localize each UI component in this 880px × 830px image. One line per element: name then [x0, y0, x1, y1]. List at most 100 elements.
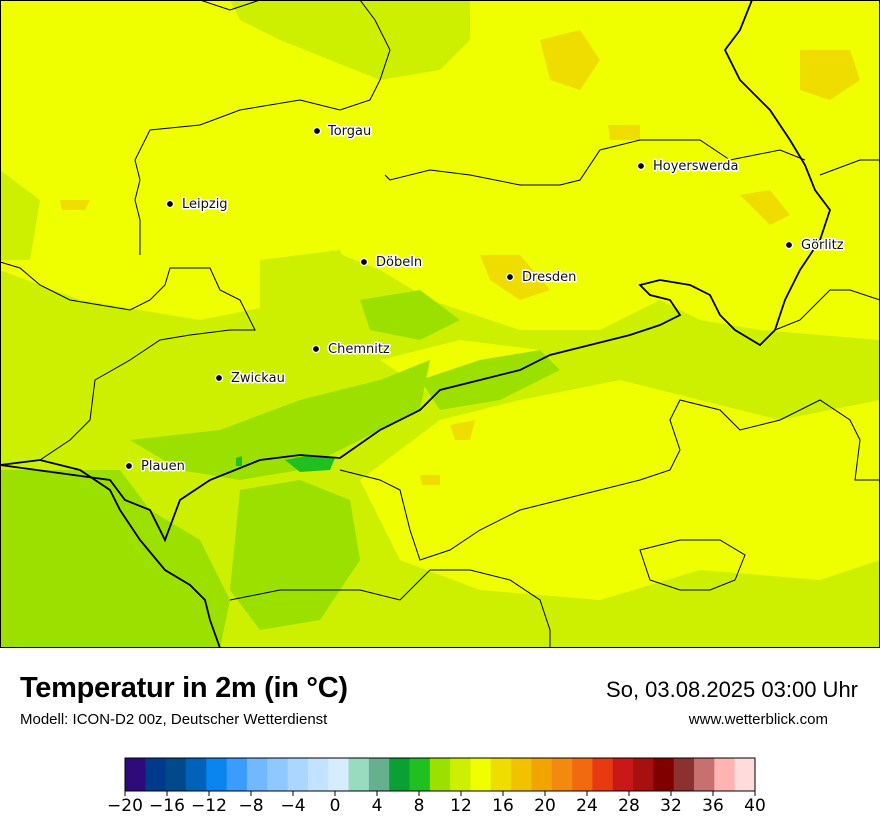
city-marker: [359, 257, 369, 267]
city-doebeln: Döbeln: [359, 254, 424, 272]
legend-tick-label: −4: [280, 796, 305, 816]
national-border-czech: [0, 279, 776, 543]
legend-tick-label: 12: [450, 796, 472, 816]
legend-swatch: [551, 758, 573, 791]
national-border-bavaria: [0, 459, 221, 648]
region-border-east-edge: [819, 159, 880, 176]
legend-swatch: [694, 758, 715, 791]
temperature-zone-warm: [60, 30, 860, 485]
legend-swatch: [531, 758, 553, 791]
info-panel: Temperatur in 2m (in °C) Modell: ICON-D2…: [0, 648, 880, 830]
legend-swatch: [490, 758, 512, 791]
city-label: Torgau: [327, 124, 371, 139]
city-label: Leipzig: [182, 197, 228, 212]
legend-swatch: [572, 758, 593, 791]
legend-tick-label: 4: [372, 796, 383, 816]
temperature-zone-dark-green: [236, 455, 335, 472]
color-legend-canvas: −20 −16 −12 −8 −4 0 4 8 12 16 20 24 28 32 36 40: [107, 757, 766, 816]
legend-tick-label: 16: [492, 796, 514, 816]
city-label: Zwickau: [231, 371, 285, 386]
map-title: Temperatur in 2m (in °C): [20, 672, 348, 704]
city-dresden: Dresden: [505, 269, 578, 287]
website-link[interactable]: www.wetterblick.com: [688, 711, 828, 728]
legend-swatch: [368, 758, 390, 791]
state-border-brandenburg: [134, 0, 391, 255]
borders: [0, 0, 880, 648]
region-border-east-loop: [639, 539, 746, 591]
legend-swatch: [612, 758, 634, 791]
legend-tick-label: −8: [238, 796, 263, 816]
legend-swatch: [450, 758, 471, 791]
legend-swatch: [714, 758, 736, 791]
legend-swatch: [206, 758, 228, 791]
city-torgau: Torgau: [312, 123, 373, 141]
legend-swatch: [511, 758, 532, 791]
legend-frame: [124, 757, 756, 792]
legend-tick-label: 20: [534, 796, 556, 816]
city-zwickau: Zwickau: [214, 370, 286, 388]
legend-tick-label: 32: [660, 796, 682, 816]
city-label: Döbeln: [376, 255, 422, 270]
city-marker: [165, 199, 175, 209]
legend-swatch: [734, 758, 756, 791]
region-border-bohemia-south: [229, 569, 551, 648]
legend-swatch: [633, 758, 654, 791]
legend-tick-label: −16: [149, 796, 185, 816]
city-label: Dresden: [522, 270, 576, 285]
legend-tick-label: 28: [618, 796, 640, 816]
forecast-datetime: So, 03.08.2025 03:00 Uhr: [606, 677, 858, 702]
city-marker: [505, 272, 515, 282]
legend-tick-label: 0: [330, 796, 341, 816]
legend-swatch: [389, 758, 411, 791]
national-border-poland: [723, 0, 832, 331]
legend-swatch: [307, 758, 329, 791]
legend-swatch: [348, 758, 370, 791]
legend-tick-label: 40: [744, 796, 766, 816]
legend-swatch: [470, 758, 492, 791]
city-label: Plauen: [141, 459, 185, 474]
legend-swatch: [328, 758, 350, 791]
city-label: Görlitz: [801, 238, 844, 253]
city-marker: [214, 373, 224, 383]
legend-swatch: [409, 758, 431, 791]
city-marker: [784, 240, 794, 250]
city-marker: [311, 344, 321, 354]
city-plauen: Plauen: [124, 458, 186, 476]
city-chemnitz: Chemnitz: [311, 341, 391, 359]
legend-swatch: [653, 758, 675, 791]
legend-swatch: [165, 758, 187, 791]
legend-tick-label: −12: [191, 796, 227, 816]
color-legend: −20 −16 −12 −8 −4 0 4 8 12 16 20 24 28 32 36 40: [100, 748, 800, 828]
legend-swatch: [287, 758, 309, 791]
city-marker: [636, 161, 646, 171]
temperature-zone-green: [0, 290, 560, 648]
temperature-map: Torgau Hoyerswerda Leipzig Görlitz Döbel…: [0, 0, 880, 648]
legend-tick-label: 36: [702, 796, 724, 816]
region-border-bohemia-north: [339, 399, 880, 561]
legend-swatch: [226, 758, 248, 791]
legend-swatch: [185, 758, 207, 791]
border-top-left: [199, 0, 261, 11]
state-border-saxony-anhalt: [0, 261, 256, 466]
city-label: Chemnitz: [328, 342, 390, 357]
region-border-east-lower: [774, 289, 880, 331]
legend-tick-label: −20: [107, 796, 143, 816]
legend-swatch: [429, 758, 451, 791]
map-canvas: Torgau Hoyerswerda Leipzig Görlitz Döbel…: [0, 0, 880, 648]
city-marker: [124, 461, 134, 471]
legend-swatch: [125, 758, 146, 791]
legend-swatch: [145, 758, 167, 791]
city-goerlitz: Görlitz: [784, 237, 845, 255]
state-border-north: [384, 139, 806, 186]
legend-swatch: [673, 758, 695, 791]
city-hoyerswerda: Hoyerswerda: [636, 158, 740, 176]
legend-swatch: [592, 758, 614, 791]
city-leipzig: Leipzig: [165, 196, 229, 214]
model-subtitle: Modell: ICON-D2 00z, Deutscher Wetterdie…: [20, 711, 328, 728]
city-label: Hoyerswerda: [653, 159, 739, 174]
legend-swatch: [267, 758, 289, 791]
legend-tick-label: 24: [576, 796, 598, 816]
city-marker: [312, 126, 322, 136]
legend-tick-label: 8: [414, 796, 425, 816]
legend-swatch: [246, 758, 268, 791]
